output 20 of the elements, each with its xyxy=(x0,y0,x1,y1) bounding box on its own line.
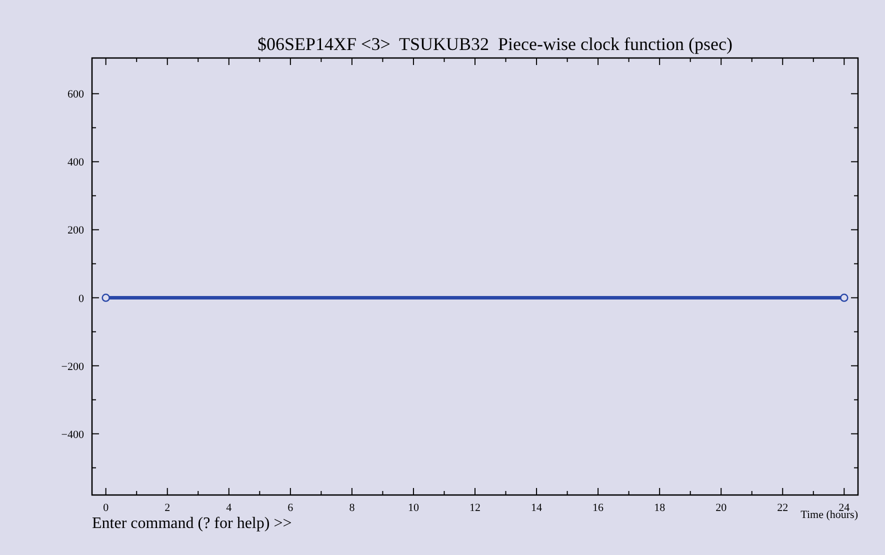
x-tick-label: 20 xyxy=(716,502,728,514)
x-tick-label: 12 xyxy=(470,502,480,514)
x-tick-label: 6 xyxy=(288,502,294,514)
y-tick-label: 600 xyxy=(68,88,84,101)
y-tick-label: 200 xyxy=(68,224,84,237)
x-tick-label: 0 xyxy=(103,502,110,514)
x-tick-label: 2 xyxy=(164,502,170,514)
text: Enter command (? for help) >> xyxy=(92,515,292,532)
y-tick-label: −200 xyxy=(61,360,84,373)
x-tick-label: 22 xyxy=(777,502,788,514)
chart-title: $06SEP14XF <3> TSUKUB32 Piece-wise clock function (psec) xyxy=(258,34,732,54)
y-tick-label: 400 xyxy=(68,156,84,169)
x-tick-label: 18 xyxy=(654,502,666,514)
x-tick-label: 4 xyxy=(226,502,232,514)
y-tick-label: −400 xyxy=(61,428,84,441)
x-tick-label: 10 xyxy=(408,502,420,514)
x-tick-label: 16 xyxy=(592,502,604,514)
y-tick-label: 0 xyxy=(78,292,84,305)
x-tick-label: 8 xyxy=(349,502,356,514)
x-tick-label: 14 xyxy=(531,502,543,514)
